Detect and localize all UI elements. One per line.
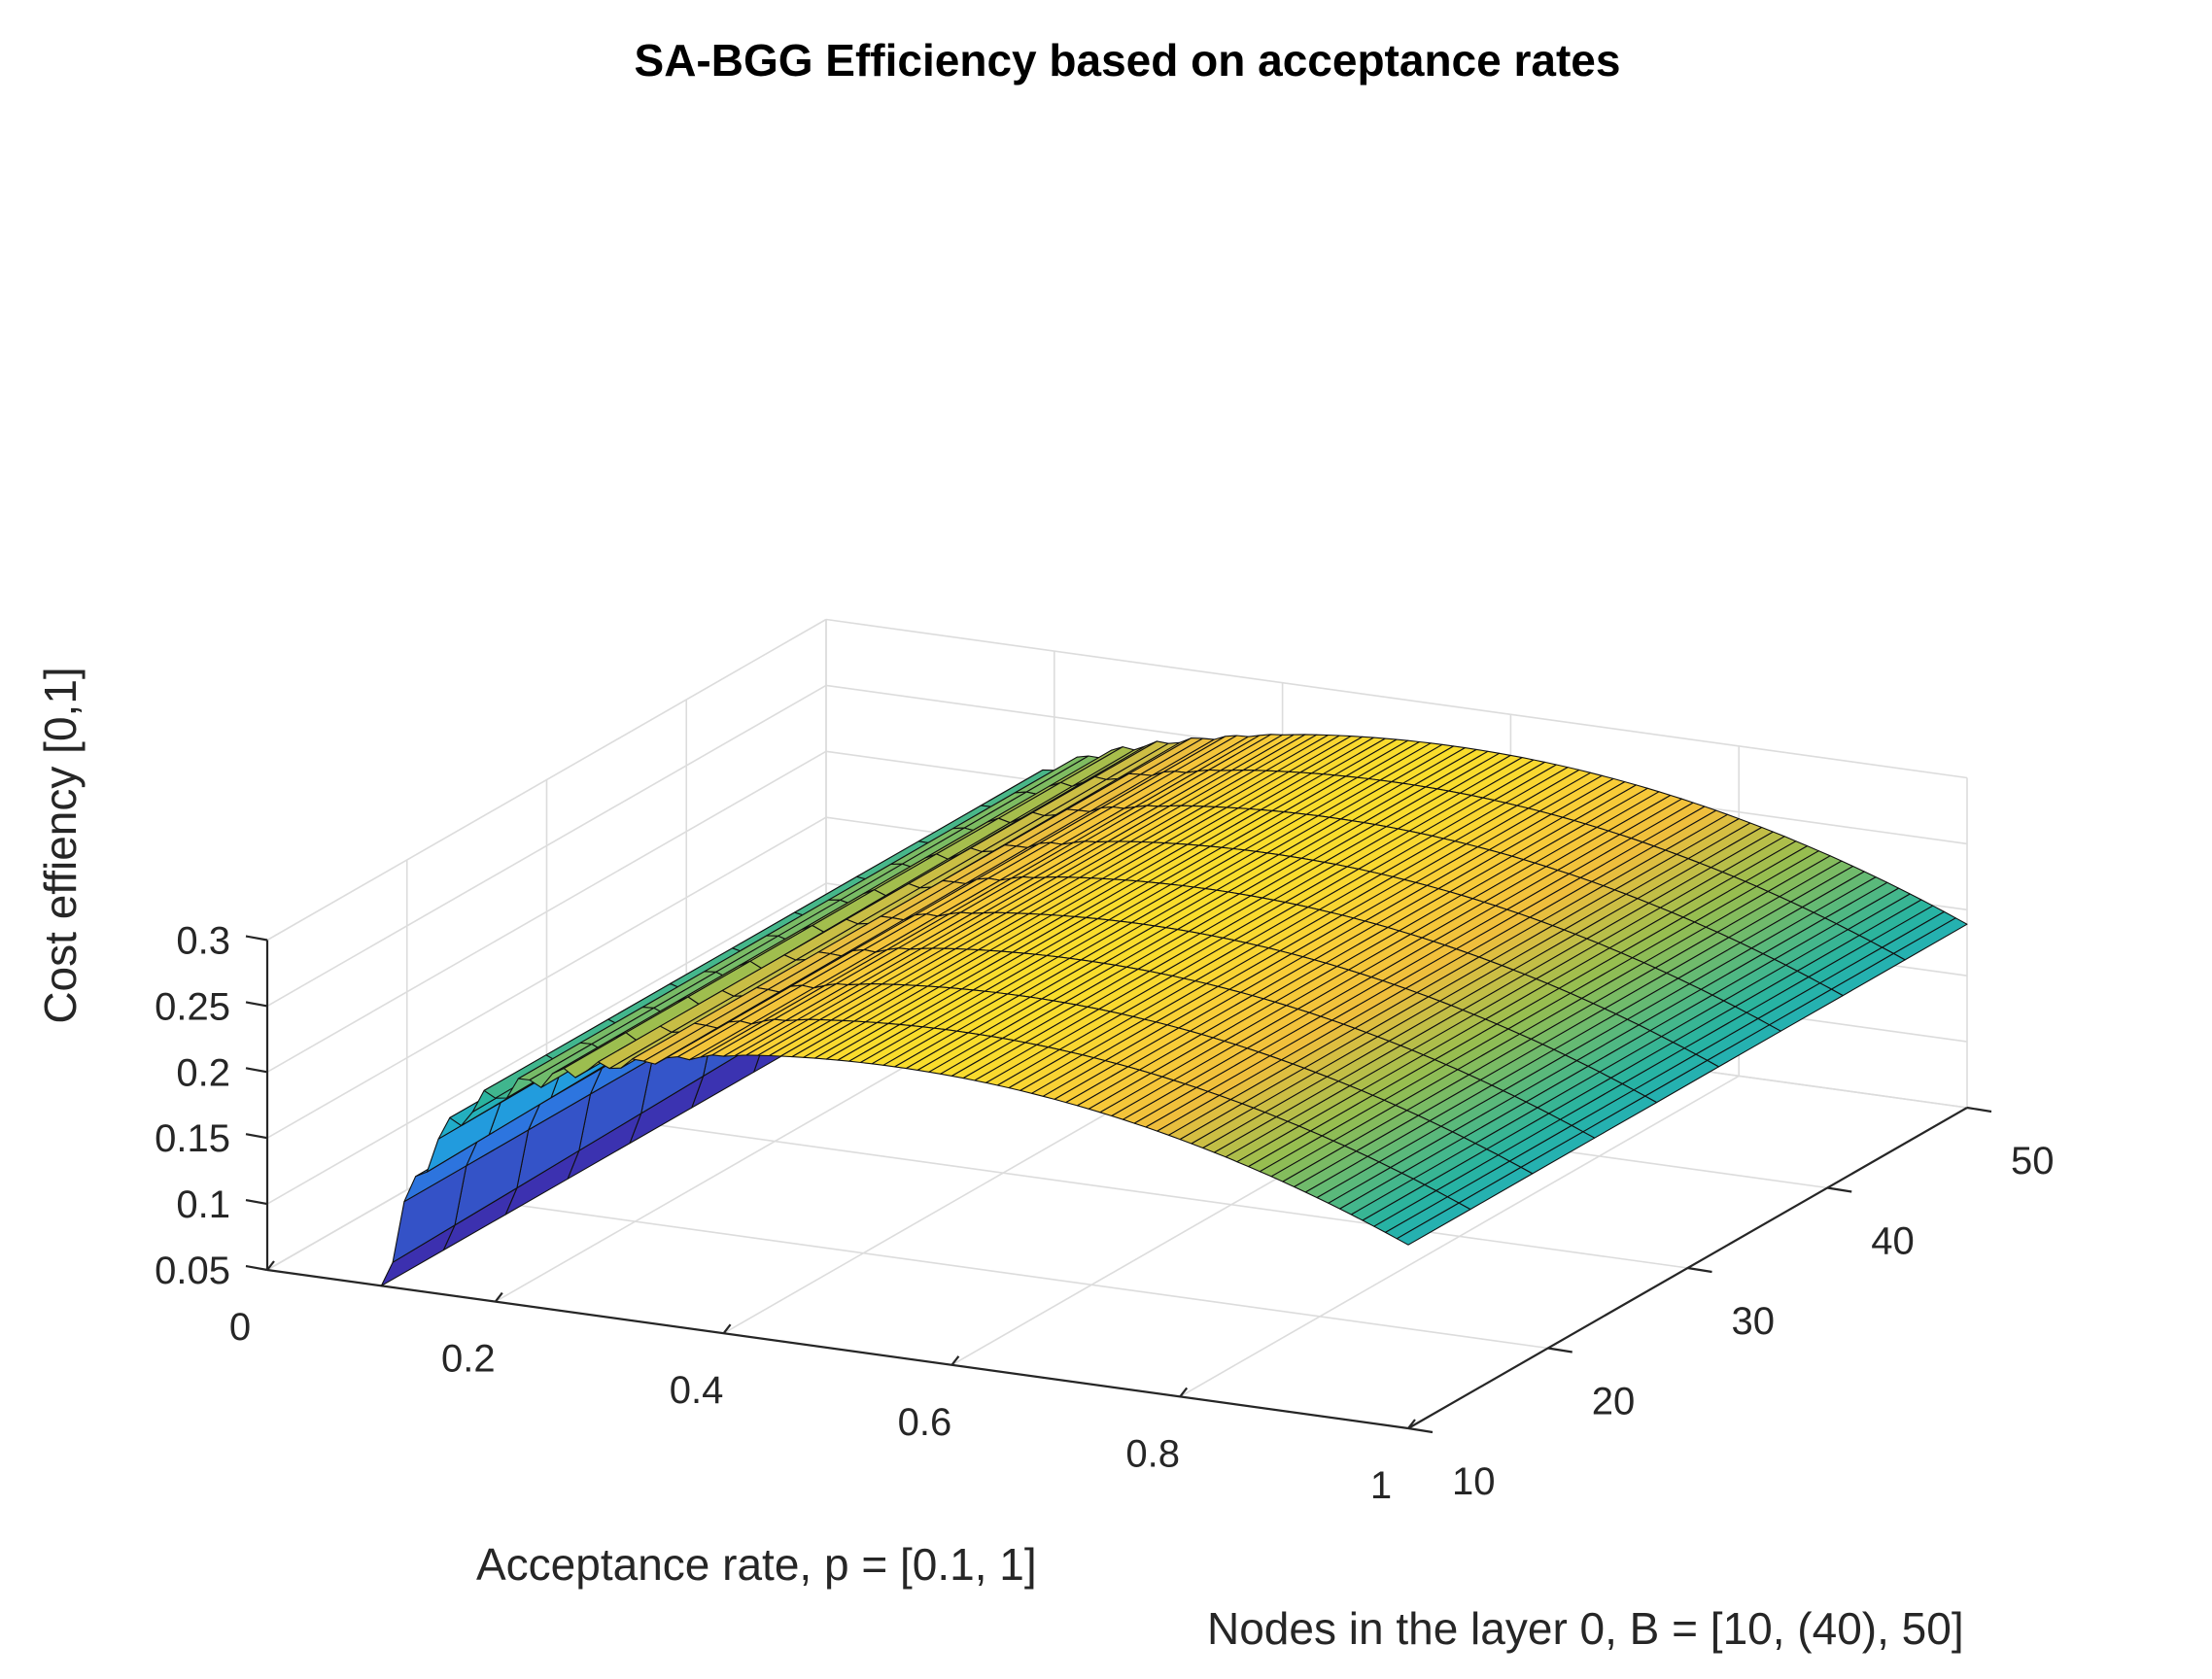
y-tick-label: 10 — [1452, 1460, 1496, 1503]
y-tick-mark — [1547, 1347, 1573, 1353]
z-axis-label: Cost effiency [0,1] — [35, 667, 86, 1023]
x-tick-label: 0 — [229, 1306, 251, 1349]
y-tick-label: 20 — [1592, 1381, 1636, 1423]
grid-line — [266, 750, 827, 1073]
y-tick-mark — [1827, 1186, 1852, 1193]
y-tick-mark — [1966, 1106, 1992, 1114]
x-tick-label: 0.8 — [1125, 1432, 1180, 1475]
z-tick-mark — [245, 1001, 268, 1008]
grid-line — [546, 1109, 1688, 1269]
surface — [380, 734, 1968, 1286]
tick-labels: 0 0.2 0.4 0.6 0.8 1 10 20 30 40 50 0.05 0.1 0.15 0.2 0.… — [155, 920, 2054, 1508]
y-tick-label: 30 — [1732, 1300, 1776, 1343]
y-tick-mark — [1687, 1266, 1712, 1274]
y-axis-label: Nodes in the layer 0, B = [10, (40), 50] — [1207, 1603, 1964, 1654]
x-tick-label: 0.2 — [441, 1338, 496, 1381]
x-tick-mark — [950, 1355, 960, 1366]
x-tick-mark — [1407, 1419, 1416, 1429]
y-tick-label: 40 — [1871, 1220, 1915, 1263]
grid-line — [266, 684, 827, 1008]
grid-line — [406, 1188, 1548, 1350]
z-tick-mark — [245, 1199, 268, 1206]
z-tick-label: 0.1 — [176, 1183, 230, 1226]
z-tick-mark — [245, 1133, 268, 1140]
x-tick-mark — [722, 1323, 732, 1334]
x-tick-label: 1 — [1370, 1464, 1392, 1507]
z-tick-mark — [245, 1067, 268, 1074]
x-tick-label: 0.4 — [670, 1369, 724, 1412]
grid-line — [266, 816, 827, 1139]
z-tick-mark — [245, 935, 268, 942]
x-tick-mark — [494, 1291, 503, 1303]
y-tick-label: 50 — [2011, 1140, 2055, 1182]
surface-patch — [1396, 1202, 1471, 1246]
z-tick-label: 0.25 — [155, 985, 230, 1028]
z-tick-label: 0.3 — [176, 920, 230, 963]
grid-line — [825, 618, 1968, 779]
x-axis-line — [266, 1268, 1409, 1430]
z-tick-label: 0.15 — [155, 1117, 230, 1160]
z-tick-mark — [245, 1264, 268, 1272]
z-tick-label: 0.05 — [155, 1250, 230, 1292]
grid-line — [266, 882, 827, 1205]
grid-line — [266, 618, 827, 942]
z-tick-label: 0.2 — [176, 1051, 230, 1094]
x-tick-mark — [266, 1260, 275, 1271]
chart-title: SA-BGG Efficiency based on acceptance ra… — [635, 35, 1621, 86]
x-tick-label: 0.6 — [898, 1401, 952, 1444]
x-axis-label: Acceptance rate, p = [0.1, 1] — [476, 1539, 1037, 1590]
x-tick-mark — [1179, 1387, 1189, 1398]
y-tick-mark — [1407, 1426, 1434, 1434]
